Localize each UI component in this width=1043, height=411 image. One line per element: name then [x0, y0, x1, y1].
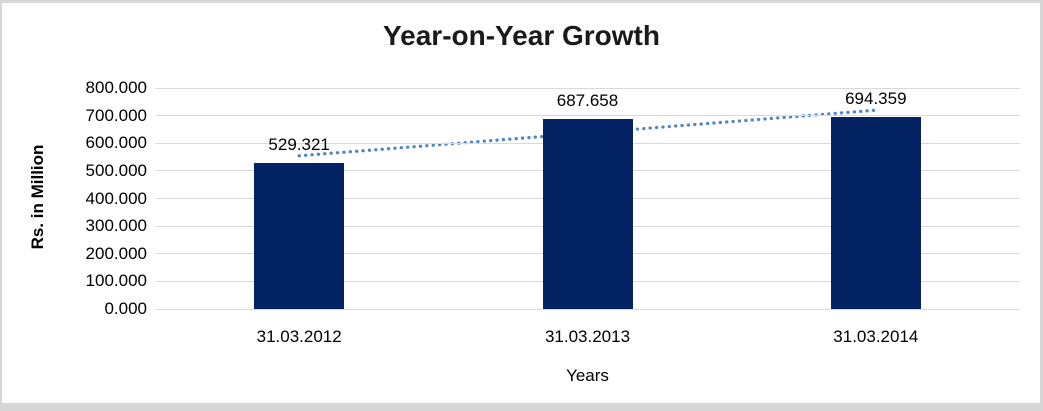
x-axis-tick-labels: 31.03.2012 31.03.2013 31.03.2014: [155, 327, 1020, 349]
x-tick-label: 31.03.2012: [256, 327, 342, 346]
bar: [830, 117, 921, 309]
y-tick-label: 500.000: [85, 160, 147, 180]
gridline: [155, 115, 1020, 117]
gridline: [155, 308, 1020, 310]
x-tick-label: 31.03.2013: [544, 327, 631, 346]
chart-title: Year-on-Year Growth: [383, 20, 660, 51]
y-tick-label: 0.000: [104, 299, 147, 318]
y-tick-label: 600.000: [85, 133, 147, 153]
y-tick-label: 700.000: [85, 105, 147, 125]
x-tick-label: 31.03.2014: [833, 327, 919, 346]
x-axis-title: Years: [566, 366, 609, 385]
data-label: 687.658: [556, 91, 619, 111]
y-axis-tick-labels: 0.000 100.000 200.000 300.000 400.000 500.000…: [0, 78, 147, 318]
y-tick-label: 100.000: [85, 271, 147, 291]
y-tick-label: 800.000: [85, 78, 147, 97]
y-tick-label: 300.000: [85, 216, 147, 236]
y-tick-label: 200.000: [85, 243, 147, 263]
gridline: [155, 87, 1020, 89]
bar: [254, 162, 345, 309]
data-label: 694.359: [845, 89, 907, 109]
bar: [542, 119, 633, 309]
data-label: 529.321: [268, 134, 330, 154]
y-tick-label: 400.000: [85, 188, 147, 208]
plot-area: 529.321 687.658 694.359: [155, 87, 1020, 310]
